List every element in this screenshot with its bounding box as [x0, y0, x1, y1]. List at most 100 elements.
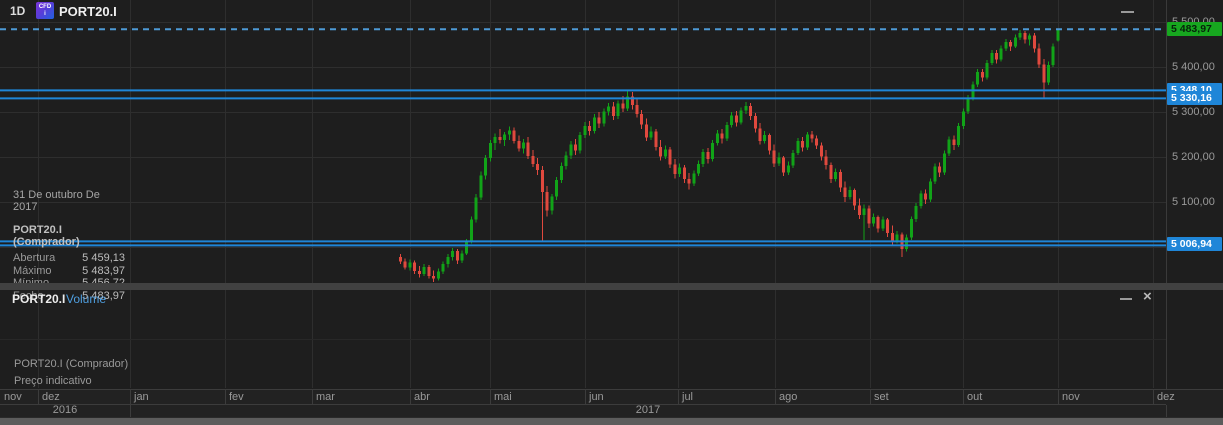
- volume-minimize-button[interactable]: [1117, 291, 1135, 305]
- candle-up: [484, 157, 488, 176]
- candle-down: [1023, 32, 1027, 40]
- tooltip-date: 31 De outubro De 2017: [13, 189, 100, 213]
- candle-down: [994, 53, 998, 60]
- candle-up: [578, 134, 582, 151]
- year-label: 2016: [52, 404, 78, 416]
- candle-up: [569, 144, 573, 156]
- gridline-vertical: [870, 0, 871, 283]
- last-price-chip[interactable]: 5 483,97: [1167, 22, 1222, 37]
- month-divider: [775, 390, 776, 404]
- month-divider: [870, 390, 871, 404]
- year-divider: [130, 405, 131, 417]
- candle-up: [649, 131, 653, 138]
- candle-up: [796, 140, 800, 153]
- month-divider: [963, 390, 964, 404]
- close-icon: ×: [1143, 288, 1152, 305]
- candle-up: [488, 143, 492, 158]
- gridline-vertical: [775, 0, 776, 283]
- candle-down: [815, 138, 819, 146]
- candle-up: [914, 206, 918, 220]
- month-label: nov: [4, 391, 22, 403]
- candle-down: [498, 137, 502, 140]
- gridline-horizontal: [0, 22, 1166, 23]
- candle-down: [720, 133, 724, 139]
- candle-up: [909, 219, 913, 238]
- month-divider: [130, 390, 131, 404]
- volume-caption-symbol: PORT20.I (Comprador): [14, 358, 129, 370]
- cfd-badge-sub: i: [44, 11, 46, 17]
- candle-up: [446, 256, 450, 265]
- candle-down: [824, 156, 828, 166]
- gridline-horizontal: [0, 202, 1166, 203]
- candle-up: [692, 173, 696, 184]
- candle-down: [843, 187, 847, 198]
- candle-down: [782, 157, 786, 173]
- candle-up: [999, 48, 1003, 60]
- volume-symbol-label: PORT20.I: [12, 292, 66, 306]
- gridline-horizontal: [0, 112, 1166, 113]
- price-tick-label: 5 400,00: [1172, 60, 1215, 73]
- candle-up: [507, 130, 511, 135]
- level-2-chip[interactable]: 5 330,16: [1167, 91, 1222, 106]
- tooltip-row-label: Máximo: [13, 264, 52, 277]
- candle-up: [555, 179, 559, 197]
- minimize-chart-button[interactable]: [1118, 6, 1138, 18]
- volume-caption-indicative: Preço indicativo: [14, 375, 92, 387]
- time-axis[interactable]: [0, 389, 1223, 417]
- candle-up: [725, 125, 729, 139]
- candle-down: [867, 208, 871, 224]
- candle-up: [441, 264, 445, 272]
- month-divider: [1153, 390, 1154, 404]
- candle-down: [829, 165, 833, 180]
- timeframe-label[interactable]: 1D: [10, 4, 26, 18]
- candle-down: [512, 130, 516, 141]
- tooltip-row-value: 5 459,13: [82, 252, 125, 264]
- level-3-chip[interactable]: 5 006,94: [1167, 236, 1222, 251]
- time-scrollbar[interactable]: [0, 417, 1223, 425]
- candle-up: [436, 271, 440, 279]
- month-label: jan: [134, 391, 149, 403]
- candle-down: [545, 192, 549, 211]
- candle-down: [588, 125, 592, 131]
- gridline-vertical: [585, 0, 586, 283]
- candle-up: [1056, 29, 1060, 41]
- tooltip-row-label: Fecho: [13, 289, 44, 302]
- gridline-vertical: [312, 0, 313, 283]
- candle-down: [753, 116, 757, 129]
- candle-down: [767, 134, 771, 151]
- month-label: fev: [229, 391, 244, 403]
- month-divider: [225, 390, 226, 404]
- candle-up: [990, 53, 994, 63]
- month-divider: [490, 390, 491, 404]
- candle-up: [521, 142, 525, 149]
- candle-up: [408, 262, 412, 268]
- volume-close-button[interactable]: ×: [1143, 289, 1152, 305]
- candle-down: [1042, 64, 1046, 83]
- candle-up: [583, 125, 587, 135]
- time-axis-row-separator: [0, 404, 1166, 405]
- volume-gridline: [0, 339, 1166, 340]
- candle-up: [493, 137, 497, 144]
- candle-down: [597, 117, 601, 124]
- volume-indicator-label[interactable]: Volume: [66, 292, 107, 306]
- gridline-vertical: [38, 0, 39, 283]
- candle-up: [739, 110, 743, 123]
- cfd-badge-icon: CFD i: [36, 2, 54, 19]
- candle-up: [1051, 46, 1055, 65]
- candle-up: [881, 219, 885, 229]
- panel-divider[interactable]: [0, 283, 1223, 290]
- candle-up: [602, 111, 606, 124]
- candle-up: [848, 189, 852, 198]
- candle-down: [574, 144, 578, 151]
- candle-up: [957, 125, 961, 145]
- gridline-vertical: [678, 0, 679, 283]
- price-tick-label: 5 100,00: [1172, 195, 1215, 208]
- candle-up: [469, 219, 473, 242]
- candle-up: [422, 266, 426, 274]
- gridline-horizontal: [0, 247, 1166, 248]
- chart-canvas[interactable]: [0, 0, 1166, 283]
- candle-up: [1004, 41, 1008, 49]
- candle-down: [1037, 48, 1041, 65]
- candle-up: [942, 153, 946, 173]
